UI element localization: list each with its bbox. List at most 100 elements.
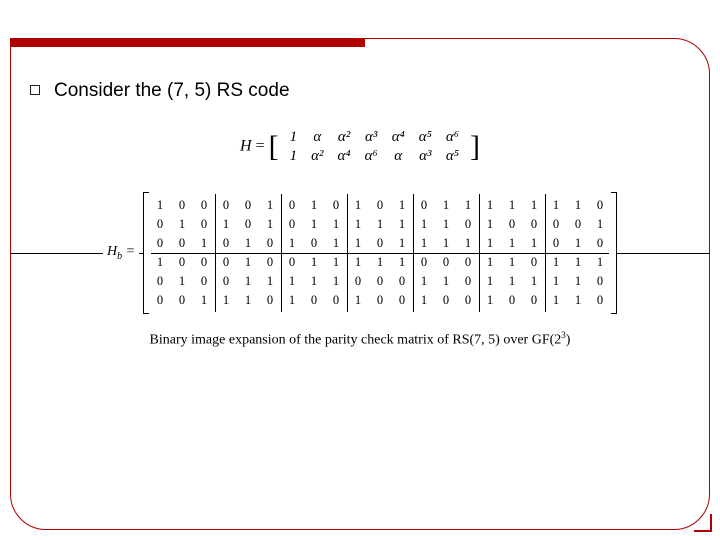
matrix-cell: α³ xyxy=(412,147,439,166)
matrix-cell: 0 xyxy=(149,272,171,291)
eq-hb-label: Hb = xyxy=(103,244,139,262)
matrix-cell: 1 xyxy=(303,196,325,215)
matrix-cell: 1 xyxy=(589,253,611,272)
hb-matrix: 1000010101010111111100101010111111101000… xyxy=(143,192,617,314)
matrix-cell: 1 xyxy=(479,196,501,215)
matrix-cell: 0 xyxy=(237,215,259,234)
matrix-cell: 1 xyxy=(545,272,567,291)
matrix-cell: 0 xyxy=(171,196,193,215)
matrix-cell: 0 xyxy=(149,215,171,234)
matrix-cell: 1 xyxy=(501,272,523,291)
matrix-cell: 0 xyxy=(215,234,237,253)
matrix-cell: 0 xyxy=(149,291,171,310)
matrix-cell: 1 xyxy=(237,253,259,272)
matrix-cell: 0 xyxy=(259,234,281,253)
matrix-cell: 1 xyxy=(237,272,259,291)
matrix-cell: 1 xyxy=(281,272,303,291)
matrix-cell: 1 xyxy=(281,234,303,253)
matrix-cell: 1 xyxy=(479,272,501,291)
matrix-cell: 1 xyxy=(237,291,259,310)
matrix-cell: 0 xyxy=(457,291,479,310)
matrix-cell: 0 xyxy=(567,215,589,234)
matrix-cell: 1 xyxy=(391,234,413,253)
matrix-cell: 1 xyxy=(567,234,589,253)
matrix-cell: 1 xyxy=(413,215,435,234)
matrix-cell: 1 xyxy=(435,272,457,291)
matrix-cell: 1 xyxy=(215,291,237,310)
matrix-cell: α⁶ xyxy=(439,128,466,147)
matrix-cell: 1 xyxy=(501,234,523,253)
square-bullet-icon xyxy=(30,85,40,95)
matrix-cell: 0 xyxy=(171,291,193,310)
matrix-cell: 1 xyxy=(193,234,215,253)
matrix-cell: 1 xyxy=(369,253,391,272)
matrix-cell: 0 xyxy=(369,272,391,291)
matrix-cell: 0 xyxy=(193,215,215,234)
matrix-cell: 1 xyxy=(259,215,281,234)
matrix-cell: 1 xyxy=(281,291,303,310)
matrix-cell: 0 xyxy=(369,291,391,310)
matrix-cell: 0 xyxy=(589,196,611,215)
corner-decoration xyxy=(694,514,712,532)
matrix-cell: 0 xyxy=(413,253,435,272)
matrix-cell: 1 xyxy=(171,272,193,291)
matrix-cell: 1 xyxy=(457,196,479,215)
eq-h-label: H xyxy=(240,138,252,155)
caption: Binary image expansion of the parity che… xyxy=(30,330,690,349)
table-row: 100010011111000110111 xyxy=(149,253,611,272)
matrix-cell: 1 xyxy=(369,215,391,234)
bullet-item: Consider the (7, 5) RS code xyxy=(30,80,690,102)
table-row: 100001010101011111110 xyxy=(149,196,611,215)
matrix-cell: 1 xyxy=(391,215,413,234)
matrix-cell: 1 xyxy=(303,253,325,272)
matrix-cell: 0 xyxy=(215,272,237,291)
matrix-cell: 1 xyxy=(523,272,545,291)
matrix-cell: 1 xyxy=(479,291,501,310)
equation-hb-wrap: Hb = 10000101010101111111001010101111111… xyxy=(30,192,690,314)
matrix-cell: 0 xyxy=(589,272,611,291)
right-bracket-icon: ] xyxy=(470,130,480,163)
matrix-cell: 0 xyxy=(193,196,215,215)
matrix-cell: 0 xyxy=(281,253,303,272)
left-bracket-icon xyxy=(143,192,149,314)
matrix-cell: 0 xyxy=(589,291,611,310)
left-bracket-icon: [ xyxy=(269,130,279,163)
matrix-cell: α⁵ xyxy=(439,147,466,166)
matrix-cell: 0 xyxy=(369,196,391,215)
matrix-cell: 1 xyxy=(567,272,589,291)
matrix-cell: 0 xyxy=(589,234,611,253)
matrix-cell: 0 xyxy=(149,234,171,253)
equation-h: H = [ 1αα²α³α⁴α⁵α⁶ 1α²α⁴α⁶αα³α⁵ ] xyxy=(30,128,690,166)
matrix-cell: 0 xyxy=(545,215,567,234)
matrix-cell: α xyxy=(304,128,330,147)
matrix-cell: 0 xyxy=(281,196,303,215)
matrix-cell: 0 xyxy=(457,215,479,234)
matrix-cell: 0 xyxy=(413,196,435,215)
matrix-cell: 1 xyxy=(545,196,567,215)
matrix-cell: 0 xyxy=(171,234,193,253)
matrix-cell: 0 xyxy=(325,196,347,215)
matrix-cell: 1 xyxy=(501,196,523,215)
matrix-cell: 0 xyxy=(193,272,215,291)
eq-h-matrix: 1αα²α³α⁴α⁵α⁶ 1α²α⁴α⁶αα³α⁵ xyxy=(283,128,466,166)
matrix-cell: 1 xyxy=(391,253,413,272)
matrix-cell: 1 xyxy=(325,234,347,253)
matrix-cell: 1 xyxy=(413,234,435,253)
matrix-cell: 1 xyxy=(149,253,171,272)
matrix-cell: 1 xyxy=(567,196,589,215)
matrix-cell: 1 xyxy=(435,234,457,253)
matrix-cell: 0 xyxy=(457,272,479,291)
matrix-cell: α² xyxy=(304,147,330,166)
matrix-cell: 1 xyxy=(347,291,369,310)
table-row: 010011111000110111110 xyxy=(149,272,611,291)
table-row: 001010101101111111010 xyxy=(149,234,611,253)
matrix-cell: α⁶ xyxy=(358,147,385,166)
matrix-cell: 0 xyxy=(501,291,523,310)
matrix-cell: α³ xyxy=(358,128,385,147)
matrix-cell: 0 xyxy=(171,253,193,272)
matrix-cell: 1 xyxy=(435,215,457,234)
matrix-cell: 1 xyxy=(325,215,347,234)
matrix-cell: 1 xyxy=(303,215,325,234)
matrix-cell: 0 xyxy=(215,253,237,272)
matrix-cell: 1 xyxy=(567,253,589,272)
